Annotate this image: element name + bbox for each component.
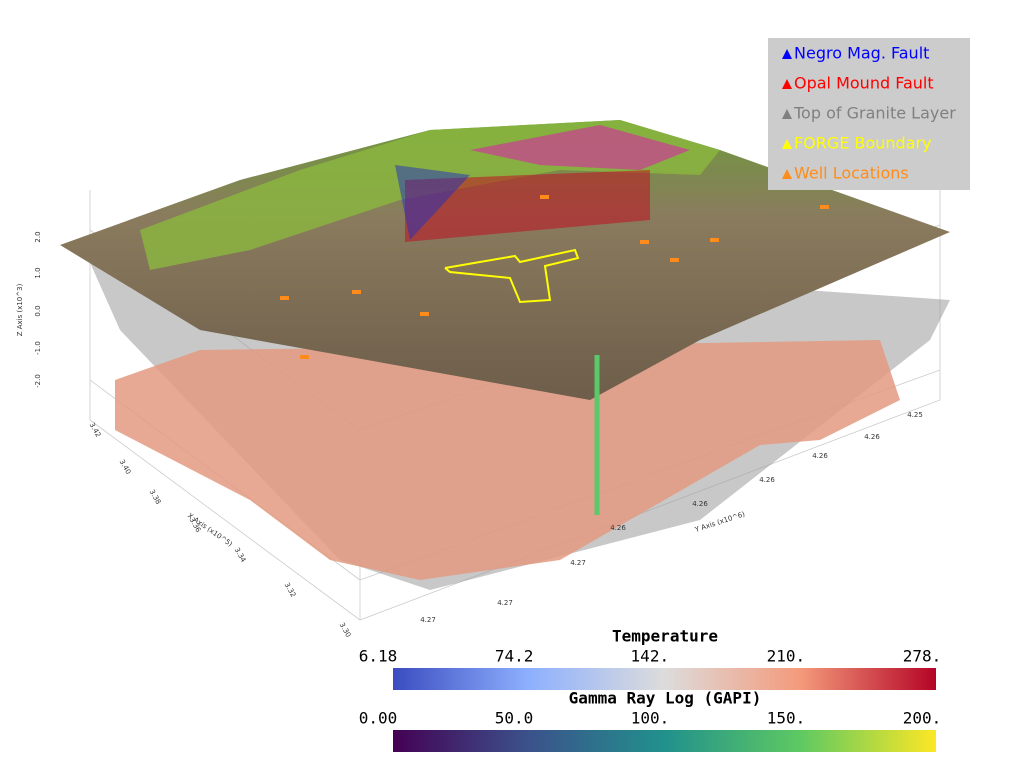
colorbar-tick-label: 6.18 xyxy=(359,647,398,666)
legend-label: FORGE Boundary xyxy=(794,134,932,153)
y-tick-label: 4.26 xyxy=(692,500,708,508)
colorbar-title: Gamma Ray Log (GAPI) xyxy=(569,689,762,708)
y-tick-label: 4.26 xyxy=(812,452,828,460)
x-tick-label: 3.34 xyxy=(233,546,248,564)
temperature-voxels xyxy=(115,340,900,580)
legend-marker xyxy=(782,109,792,119)
y-tick-label: 4.26 xyxy=(864,433,880,441)
z-tick-label: -1.0 xyxy=(34,341,42,355)
x-tick-label: 3.42 xyxy=(88,421,103,439)
forge-boundary xyxy=(444,248,580,304)
legend-label: Top of Granite Layer xyxy=(793,104,956,123)
colorbar-tick-label: 200. xyxy=(903,709,942,728)
z-tick-label: 0.0 xyxy=(34,305,42,316)
y-tick-label: 4.27 xyxy=(497,599,513,607)
legend-items: Negro Mag. Fault Opal Mound Fault Top of G… xyxy=(782,44,956,183)
colorbar-tick-label: 210. xyxy=(767,647,806,666)
terrain-geology-pink xyxy=(470,125,690,170)
colorbar-tick-label: 50.0 xyxy=(495,709,534,728)
colorbar-tick-label: 150. xyxy=(767,709,806,728)
z-tick-label: 2.0 xyxy=(34,231,42,242)
legend-label: Opal Mound Fault xyxy=(794,74,934,93)
x-tick-label: 3.30 xyxy=(338,621,353,639)
colorbar-title: Temperature xyxy=(612,627,718,646)
y-tick-label: 4.26 xyxy=(610,524,626,532)
y-tick-label: 4.25 xyxy=(907,411,923,419)
y-tick-label: 4.27 xyxy=(570,559,586,567)
z-axis-title: Z Axis (x10^3) xyxy=(16,283,24,336)
legend-marker xyxy=(782,49,792,59)
colorbar xyxy=(393,730,936,752)
colorbar-tick-label: 278. xyxy=(903,647,942,666)
z-tick-label: 1.0 xyxy=(34,267,42,278)
colorbar-tick-label: 0.00 xyxy=(359,709,398,728)
legend-marker xyxy=(782,79,792,89)
colorbar-tick-label: 142. xyxy=(631,647,670,666)
colorbar-tick-label: 100. xyxy=(631,709,670,728)
negro-fault xyxy=(395,165,470,240)
well-markers xyxy=(280,195,829,359)
x-tick-label: 3.32 xyxy=(283,581,298,599)
opal-fault xyxy=(405,170,650,242)
x-tick-label: 3.40 xyxy=(118,458,133,476)
legend: Negro Mag. Fault Opal Mound Fault Top of G… xyxy=(768,38,970,190)
legend-label: Negro Mag. Fault xyxy=(794,44,929,63)
legend-marker xyxy=(782,139,792,149)
legend-label: Well Locations xyxy=(794,164,909,183)
z-tick-label: -2.0 xyxy=(34,374,42,388)
colorbar-tick-label: 74.2 xyxy=(495,647,534,666)
x-tick-label: 3.38 xyxy=(148,488,163,506)
colorbars: Temperature 6.18 74.2 142. 210. 278. Gamma Ray… xyxy=(359,627,942,752)
y-tick-label: 4.26 xyxy=(759,476,775,484)
legend-marker xyxy=(782,169,792,179)
y-tick-label: 4.27 xyxy=(420,616,436,624)
colorbar xyxy=(393,668,936,690)
